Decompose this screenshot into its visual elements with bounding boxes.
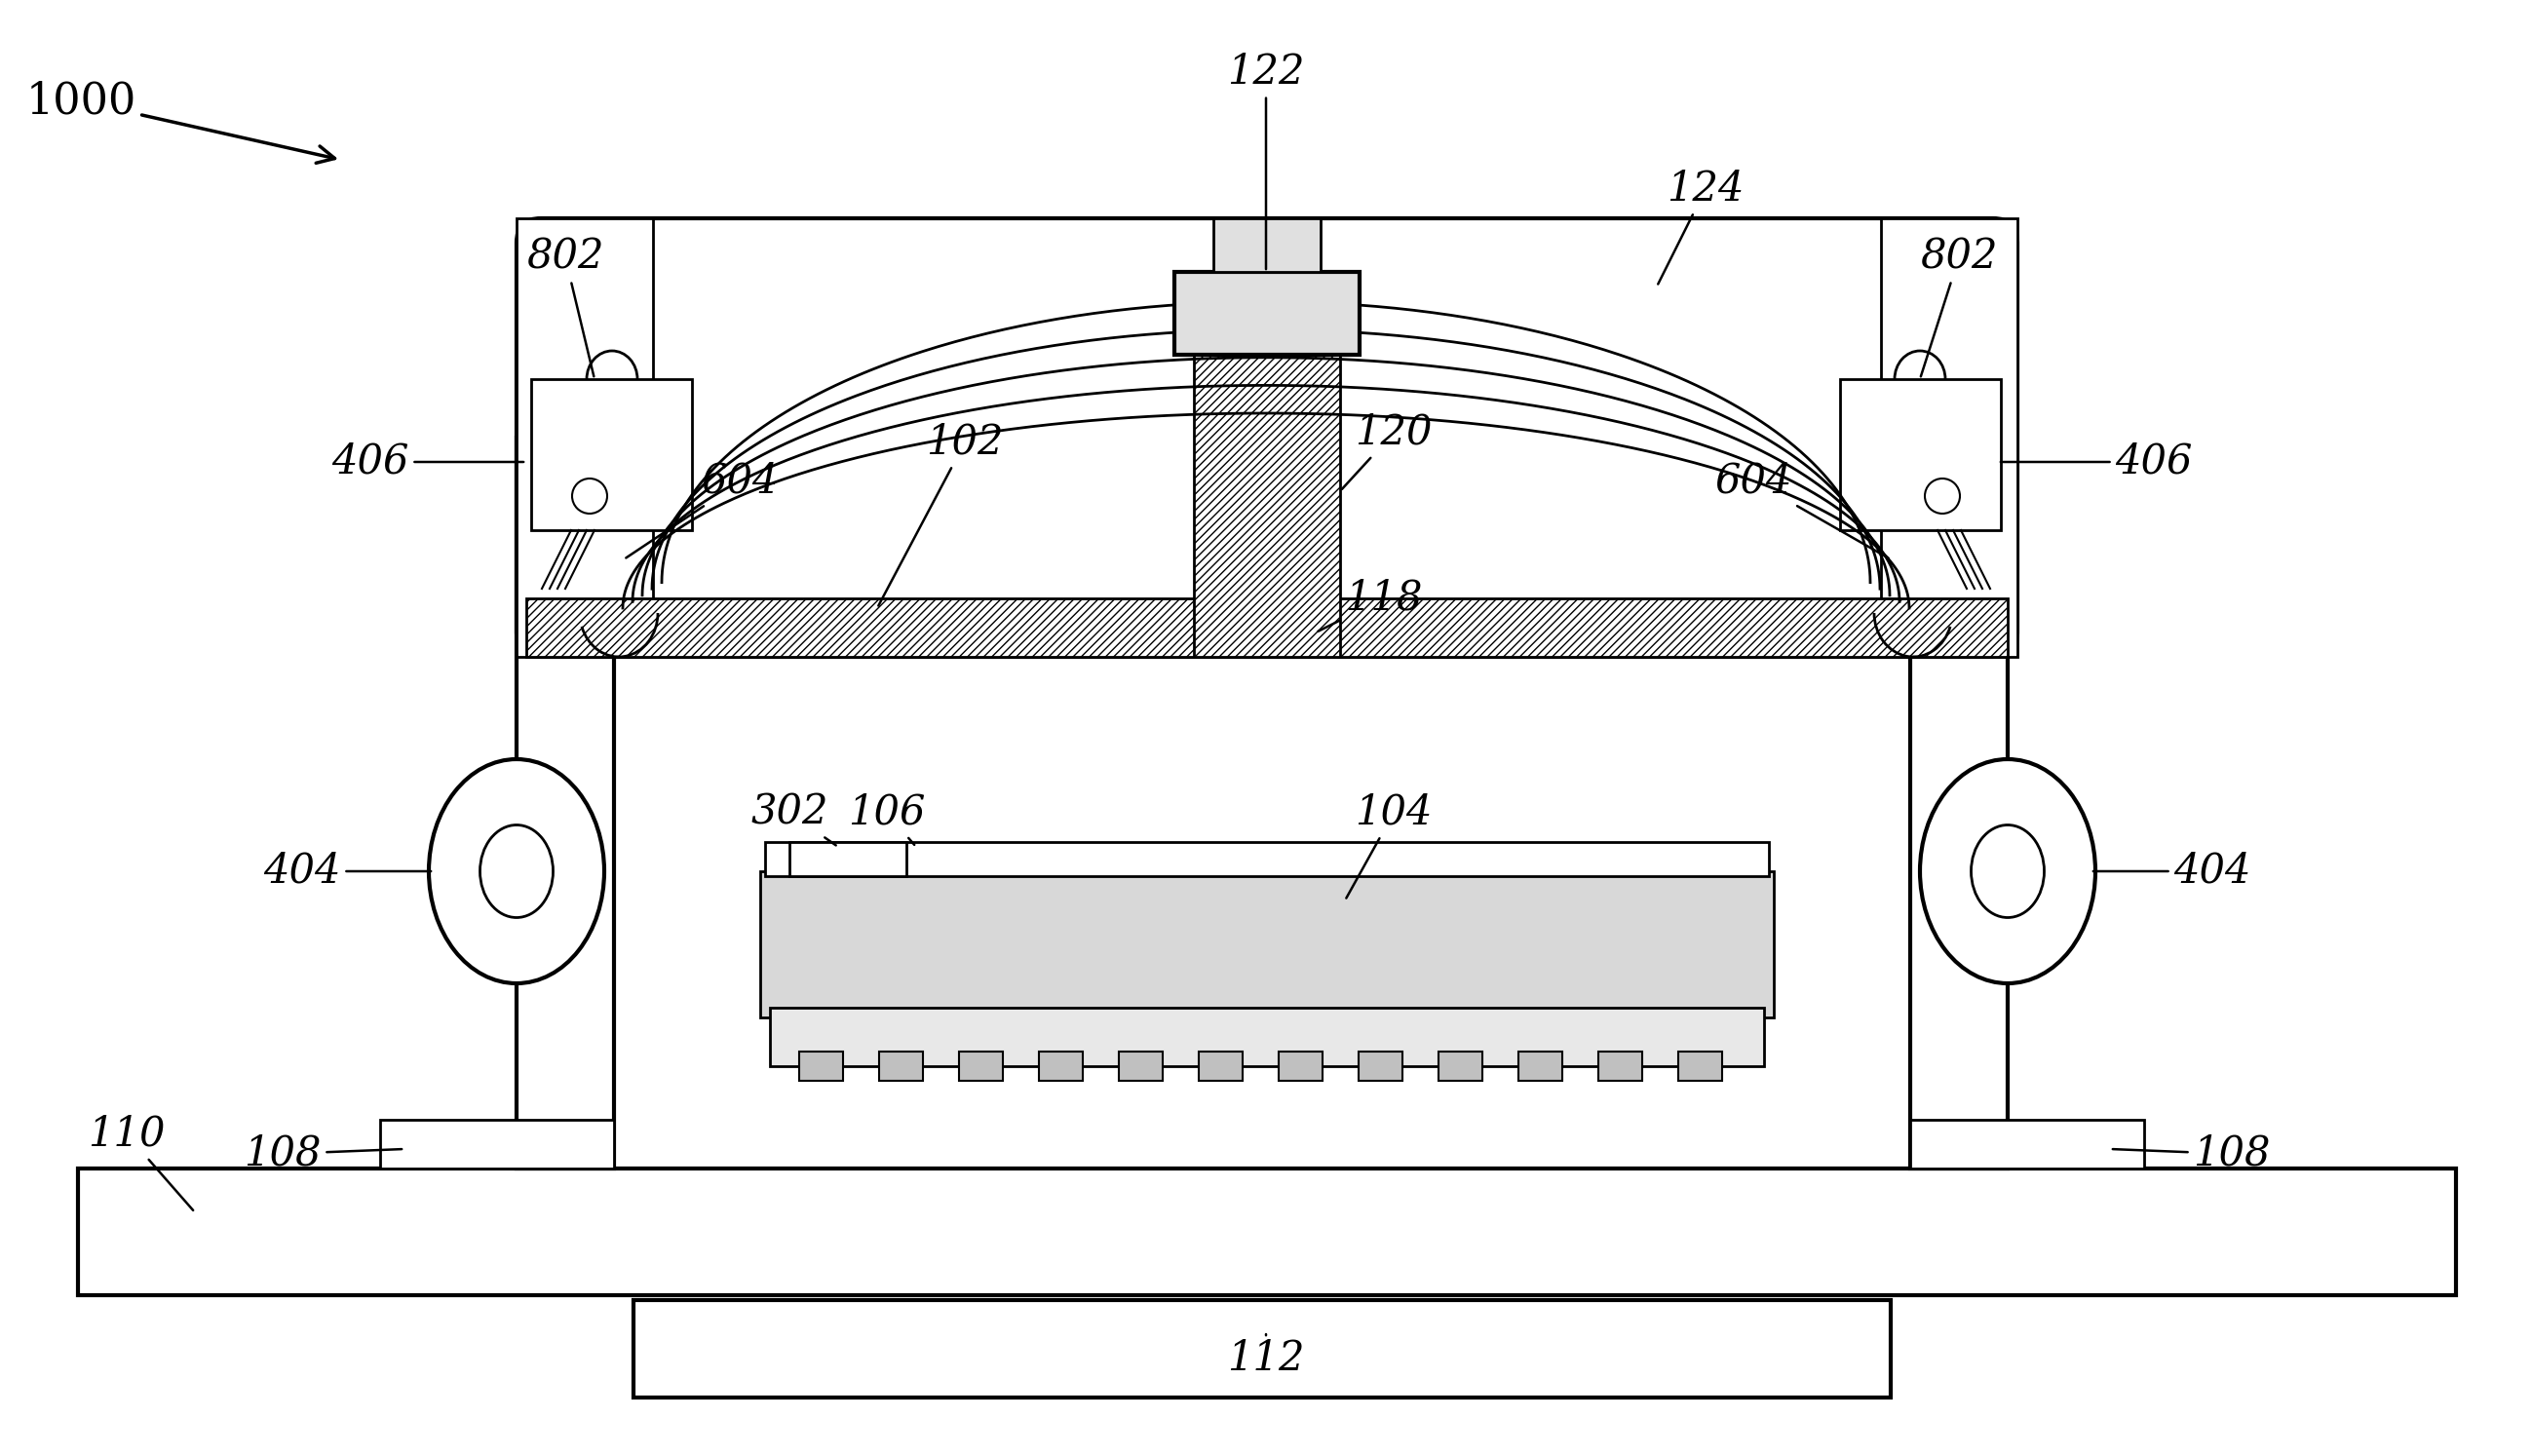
Ellipse shape [1970,826,2043,917]
Text: 118: 118 [1319,578,1423,632]
Text: 404: 404 [263,850,430,891]
Bar [770,1008,1765,1066]
Bar [790,842,906,877]
Text: 122: 122 [1228,51,1304,269]
Bar [879,1051,924,1080]
Bar [800,1051,843,1080]
Bar [633,1300,1891,1398]
Text: 104: 104 [1347,792,1433,898]
Bar [1909,438,2008,1169]
Bar [527,598,2008,657]
Bar [1881,218,2018,657]
Bar [1279,1051,1322,1080]
Text: 302: 302 [749,792,836,846]
Text: 404: 404 [2094,850,2251,891]
Ellipse shape [481,826,552,917]
Circle shape [572,479,608,514]
Text: 604: 604 [1717,462,1889,558]
Text: 102: 102 [879,422,1003,606]
Bar [765,842,1770,877]
Text: 802: 802 [1919,237,1998,377]
Bar [1841,379,2000,530]
Bar [1119,1051,1162,1080]
Ellipse shape [1919,759,2096,983]
Text: 604: 604 [625,462,780,558]
Bar [1679,1051,1722,1080]
Bar [1213,218,1322,272]
Text: 802: 802 [527,237,605,377]
Bar [1909,1120,2145,1169]
Bar [1198,1051,1243,1080]
Bar [960,1051,1003,1080]
Text: 1000: 1000 [25,80,334,163]
Bar [1175,272,1360,355]
Text: 406: 406 [2000,441,2193,482]
Text: 112: 112 [1228,1334,1304,1379]
Bar [78,1169,2456,1296]
Bar [1438,1051,1481,1080]
Bar [532,379,691,530]
Circle shape [1924,479,1960,514]
Ellipse shape [428,759,605,983]
Text: 110: 110 [89,1114,192,1210]
Bar [517,438,613,1169]
Text: 108: 108 [243,1133,403,1175]
Text: 106: 106 [848,792,927,844]
Text: 124: 124 [1658,169,1745,284]
Bar [1598,1051,1643,1080]
Bar [1519,1051,1562,1080]
Bar [1038,1051,1084,1080]
Bar [517,218,653,657]
Bar [1195,355,1339,657]
FancyBboxPatch shape [517,218,2018,657]
Bar [380,1120,613,1169]
Text: 108: 108 [2112,1133,2271,1175]
Bar [1360,1051,1403,1080]
Text: 406: 406 [332,441,524,482]
Text: 120: 120 [1342,412,1433,489]
Bar [760,871,1775,1018]
